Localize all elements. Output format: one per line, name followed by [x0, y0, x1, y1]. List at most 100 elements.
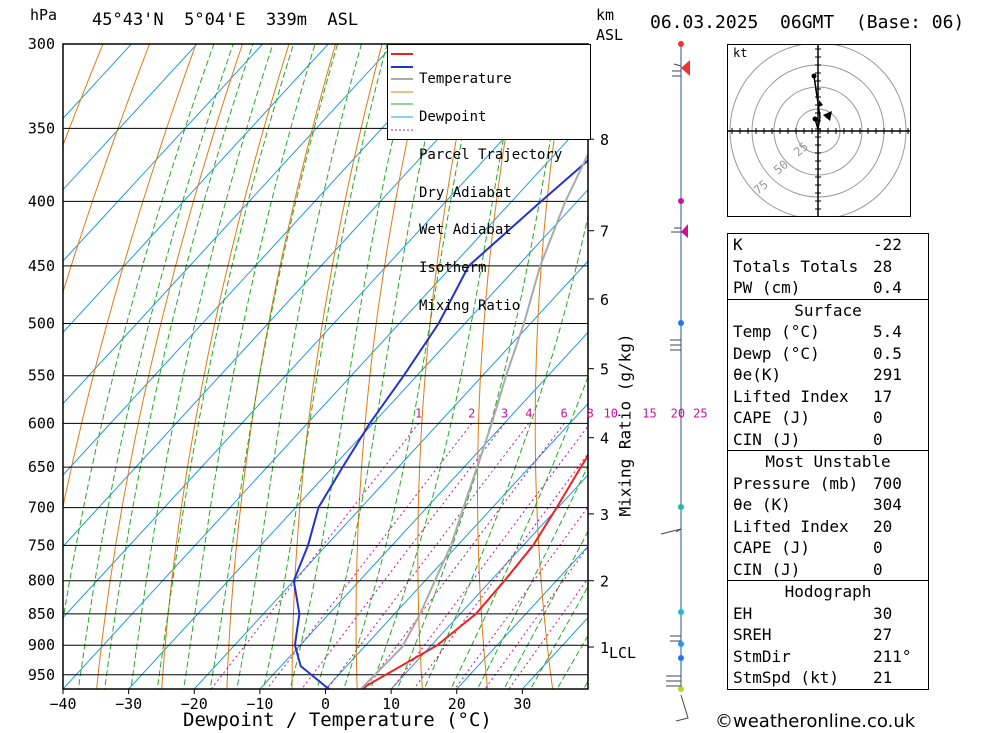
surface-row: Temp (°C) 5.4: [728, 321, 928, 343]
wet-adiabat-line: [130, 44, 274, 689]
wind-barb: [671, 227, 681, 233]
wind-barb: [666, 675, 681, 687]
stat-value: 211°: [873, 646, 912, 666]
pressure-tick-label: 350: [28, 119, 55, 137]
mixing-ratio-line: [391, 425, 588, 689]
wet-adiabat-line: [529, 585, 588, 689]
wet-adiabat-line: [236, 44, 363, 689]
legend-item: Temperature: [419, 71, 512, 88]
asl-label: ASL: [596, 26, 624, 44]
stat-label: CIN (J): [733, 429, 801, 449]
wind-level-dot: [678, 198, 684, 204]
temperature-tick-label: 0: [321, 695, 330, 713]
stat-row: K -22: [728, 234, 928, 256]
most-unstable-row: CIN (J) 0: [728, 559, 928, 581]
temperature-tick-label: −30: [115, 695, 142, 713]
wind-level-dot: [678, 41, 684, 47]
stat-value: 304: [873, 495, 902, 514]
hodograph-row: StmSpd (kt) 21: [728, 667, 928, 689]
pressure-tick-label: 450: [28, 257, 55, 275]
wet-adiabat-line: [183, 44, 316, 689]
wind-barb: [660, 528, 682, 535]
hodograph-ring-label: 75: [751, 177, 771, 197]
wet-adiabat-line: [262, 44, 388, 689]
km-tick-label: 8: [600, 131, 609, 149]
km-tick-label: 6: [600, 291, 609, 309]
temperature-tick-label: −10: [246, 695, 273, 713]
mixing-ratio-line: [301, 422, 506, 689]
mixing-ratio-line: [508, 577, 588, 689]
mixing-ratio-label: 10: [604, 406, 618, 420]
location-title: 45°43'N 5°04'E 339m ASL: [92, 10, 359, 30]
dry-adiabat-line: [226, 44, 337, 689]
wind-level-dot: [678, 655, 684, 661]
pressure-tick-label: 600: [28, 414, 55, 432]
legend-item: Mixing Ratio: [419, 297, 521, 314]
isotherm-line: [456, 545, 588, 689]
mixing-ratio-axis-label: Mixing Ratio (g/kg): [615, 333, 635, 517]
hodograph-heading: Hodograph: [784, 582, 872, 601]
pressure-tick-label: 550: [28, 367, 55, 385]
km-label: km: [596, 6, 615, 24]
x-axis-label: Dewpoint / Temperature (°C): [183, 709, 492, 731]
stat-label: StmDir: [733, 646, 791, 666]
legend: Temperature Dewpoint Parcel Trajectory D…: [387, 44, 591, 313]
wind-level-dot: [678, 686, 684, 692]
wet-adiabat-line: [63, 44, 215, 623]
dry-adiabat-line: [161, 44, 290, 689]
stat-value: 5.4: [873, 322, 902, 341]
stat-value: 0: [873, 538, 883, 557]
pressure-tick-label: 950: [28, 666, 55, 684]
stat-value: 30: [873, 603, 893, 623]
stat-label: CAPE (J): [733, 408, 811, 427]
hpa-label: hPa: [30, 6, 58, 24]
wind-barb: [670, 635, 681, 642]
isotherm-line: [63, 44, 133, 120]
pressure-tick-label: 850: [28, 605, 55, 623]
dry-adiabat-line: [96, 44, 244, 689]
legend-item: Dewpoint: [419, 108, 487, 125]
dry-adiabat-line: [534, 44, 569, 689]
hodograph-row: StmDir 211°: [728, 646, 928, 668]
wet-adiabat-line: [209, 44, 339, 689]
km-tick-label: 7: [600, 223, 609, 241]
mixing-ratio-line: [484, 545, 588, 689]
dry-adiabat-line: [355, 44, 430, 689]
series-temperature: [360, 453, 588, 689]
legend-item: Dry Adiabat: [419, 184, 512, 201]
temperature-tick-label: 10: [382, 695, 400, 713]
stat-label: CAPE (J): [733, 538, 811, 557]
credit-text: ©weatheronline.co.uk: [715, 711, 916, 732]
km-tick-label: 3: [600, 506, 609, 524]
pressure-tick-label: 700: [28, 499, 55, 517]
dry-adiabat-line: [645, 25, 686, 703]
pressure-tick-label: 650: [28, 458, 55, 476]
wet-adiabat-line: [450, 375, 588, 689]
hodograph-point: [812, 116, 818, 122]
most-unstable-heading: Most Unstable: [765, 452, 891, 471]
hodograph-trace: [813, 75, 821, 130]
stat-label: Lifted Index: [733, 386, 849, 406]
pressure-tick-label: 900: [28, 636, 55, 654]
km-tick-label: 4: [600, 430, 609, 448]
wind-barb: [675, 694, 689, 722]
stat-value: 700: [873, 473, 902, 493]
surface-row: Dewp (°C) 0.5: [728, 343, 928, 365]
mixing-ratio-label: 1: [415, 406, 422, 420]
dry-adiabat-line: [63, 44, 151, 294]
datetime-title: 06.03.2025 06GMT (Base: 06): [650, 12, 965, 33]
wet-adiabat-line: [369, 44, 523, 689]
stat-value: -22: [873, 235, 902, 254]
profile-series: [292, 151, 588, 689]
dry-adiabat-line: [63, 44, 104, 147]
stat-label: Pressure (mb): [733, 473, 859, 493]
skewt-chart: 3003504004505005506006507007508008509009…: [28, 25, 708, 722]
stat-label: SREH: [733, 625, 772, 644]
stat-value: 0: [873, 559, 883, 579]
mixing-ratio-label: 6: [561, 406, 568, 420]
wet-adiabat-line: [476, 464, 588, 689]
stat-label: Totals Totals: [733, 256, 859, 276]
stat-value: 17: [873, 386, 893, 406]
wet-adiabat-line: [289, 44, 416, 689]
